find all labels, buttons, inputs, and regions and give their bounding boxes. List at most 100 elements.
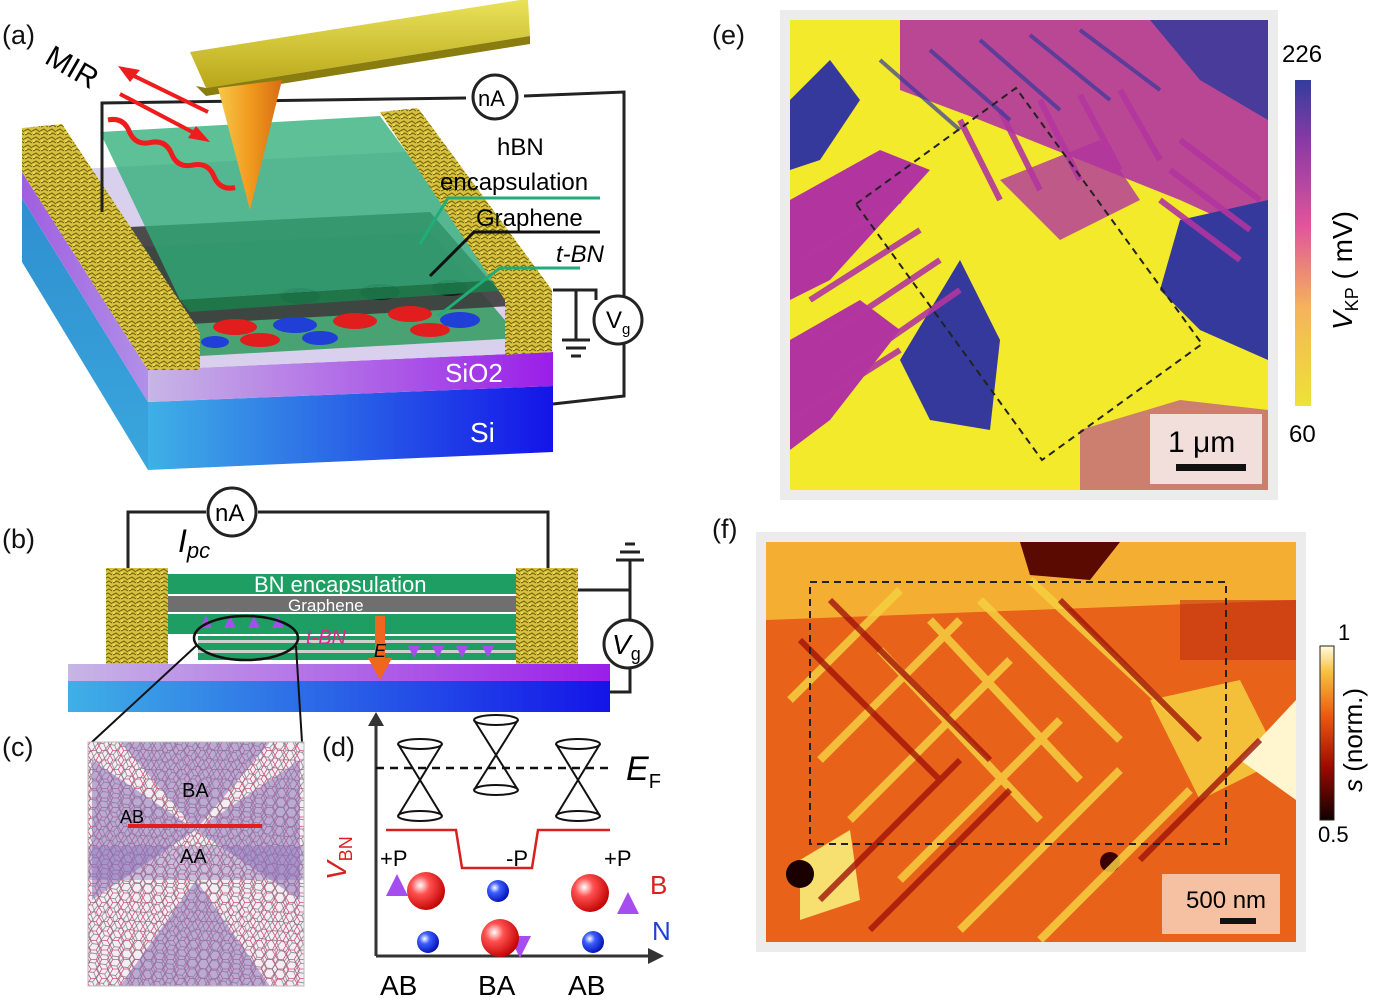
nitrogen-label: N xyxy=(652,916,671,946)
si-b xyxy=(68,680,610,712)
tbn-label-a: t-BN xyxy=(556,241,605,268)
panel-b-tag: (b) xyxy=(2,524,35,554)
kpfm-roi xyxy=(854,86,1204,462)
cantilever xyxy=(190,0,530,88)
afm-tip xyxy=(218,80,282,210)
graphene-label-a: Graphene xyxy=(476,205,583,232)
panel-d: (d) EF VBN +P -P +P xyxy=(321,712,671,1001)
kpfm-image xyxy=(790,20,1268,490)
graphene-leader xyxy=(428,230,600,278)
hbn-edge xyxy=(180,280,512,312)
ammeter-a xyxy=(471,73,519,121)
sio2-front xyxy=(148,352,553,402)
f-cbar-min: 0.5 xyxy=(1318,822,1349,847)
aa-label-c: AA xyxy=(180,846,207,868)
gate-source-b xyxy=(602,618,654,670)
tbn-leader xyxy=(437,266,580,318)
mir-wave xyxy=(107,116,236,191)
bn-encap-top xyxy=(168,574,516,594)
si-label: Si xyxy=(470,417,495,448)
electrode-b-right xyxy=(516,568,578,664)
e-scalebar xyxy=(1176,464,1246,471)
electrode-b-left xyxy=(106,568,168,664)
nitrogen-atom-3 xyxy=(582,931,604,953)
e-scalebar-label: 1 μm xyxy=(1168,426,1235,459)
vbn-label: VBN xyxy=(321,836,356,880)
ef-label: EF xyxy=(626,750,661,793)
tbn-b xyxy=(198,636,516,660)
f-cbar-max: 1 xyxy=(1338,620,1350,645)
ammeter-a-label: nA xyxy=(478,86,505,111)
wire-top-right xyxy=(523,90,626,406)
si-side xyxy=(22,198,148,470)
boron-atom-3 xyxy=(571,874,609,912)
vg-a-label: Vg xyxy=(606,307,630,338)
f-scalebar-label: 500 nm xyxy=(1186,887,1266,914)
e-cbar-label: VKP ( mV) xyxy=(1327,211,1362,330)
panel-a-tag: (a) xyxy=(2,20,35,50)
hbn-label-2: encapsulation xyxy=(440,169,588,196)
boron-atom-1 xyxy=(407,872,445,910)
wire-gate xyxy=(553,288,598,300)
electrode-left xyxy=(22,124,200,370)
moire-lattice xyxy=(88,742,304,986)
panel-f-tag: (f) xyxy=(712,514,737,544)
ipc-label: Ipc xyxy=(178,523,210,563)
f-cbar-label: s (norm.) xyxy=(1338,688,1368,792)
e-colorbar xyxy=(1295,80,1311,406)
panel-b: (b) nA Ipc BN encapsulation Graphene t-B… xyxy=(2,486,654,743)
panel-e-tag: (e) xyxy=(712,20,745,50)
hbn-layer xyxy=(100,116,500,300)
panel-e: (e) 1 μm 226 60 xyxy=(712,10,1362,500)
panel-c-tag: (c) xyxy=(2,732,33,762)
vbn-profile xyxy=(386,828,610,870)
efield-label: E xyxy=(374,641,387,661)
d-xlabel-2: AB xyxy=(568,970,605,1001)
polarization-down-arrows xyxy=(408,618,494,658)
ground-symbol xyxy=(562,290,590,358)
pol-mid: -P xyxy=(506,846,528,871)
tbn-b-label: t-BN xyxy=(306,627,347,649)
ammeter-b xyxy=(206,486,258,538)
e-cbar-min: 60 xyxy=(1289,421,1316,448)
graphene-b xyxy=(168,596,516,612)
e-scalebar-box xyxy=(1150,414,1262,484)
si-front xyxy=(148,386,553,470)
electrode-right xyxy=(380,108,552,355)
panel-a: (a) Si SiO2 xyxy=(2,0,644,470)
panel-d-tag: (d) xyxy=(322,732,355,762)
boron-atom-2 xyxy=(481,919,519,957)
ammeter-b-label: nA xyxy=(215,500,244,527)
f-scalebar xyxy=(1220,918,1256,924)
pol-left: +P xyxy=(380,846,408,871)
ab-label-c: AB xyxy=(120,807,144,827)
sio2-label: SiO2 xyxy=(445,358,503,388)
zoom-lines xyxy=(91,645,303,743)
mir-arrow-in xyxy=(119,92,201,138)
zoom-ellipse xyxy=(192,614,300,662)
boron-label: B xyxy=(650,870,667,900)
dirac-cone-right xyxy=(555,738,601,822)
wire-b-top xyxy=(126,510,550,568)
dirac-cone-middle xyxy=(473,714,519,796)
vg-b-label: Vg xyxy=(612,629,641,664)
hbn-leader xyxy=(418,196,600,245)
pol-right: +P xyxy=(604,846,632,871)
gate-source-a xyxy=(592,294,644,346)
d-xlabel-0: AB xyxy=(380,970,417,1001)
bn-encap-label: BN encapsulation xyxy=(254,572,426,597)
panel-f: (f) 500 nm 1 0.5 s (norm.) xyxy=(712,514,1368,952)
graphene-b-label: Graphene xyxy=(288,596,364,615)
panel-c: (c) BA AB AA xyxy=(2,732,305,987)
snom-roi xyxy=(809,581,1227,845)
d-xlabel-1: BA xyxy=(478,970,516,1001)
mir-label: MIR xyxy=(40,40,104,96)
sio2-b xyxy=(68,664,610,681)
e-cbar-max: 226 xyxy=(1282,41,1322,68)
wire-top-left xyxy=(100,96,467,212)
dirac-cone-left xyxy=(397,738,443,822)
ground-b xyxy=(616,542,644,590)
nitrogen-atom-1 xyxy=(417,931,439,953)
f-colorbar xyxy=(1319,645,1335,821)
